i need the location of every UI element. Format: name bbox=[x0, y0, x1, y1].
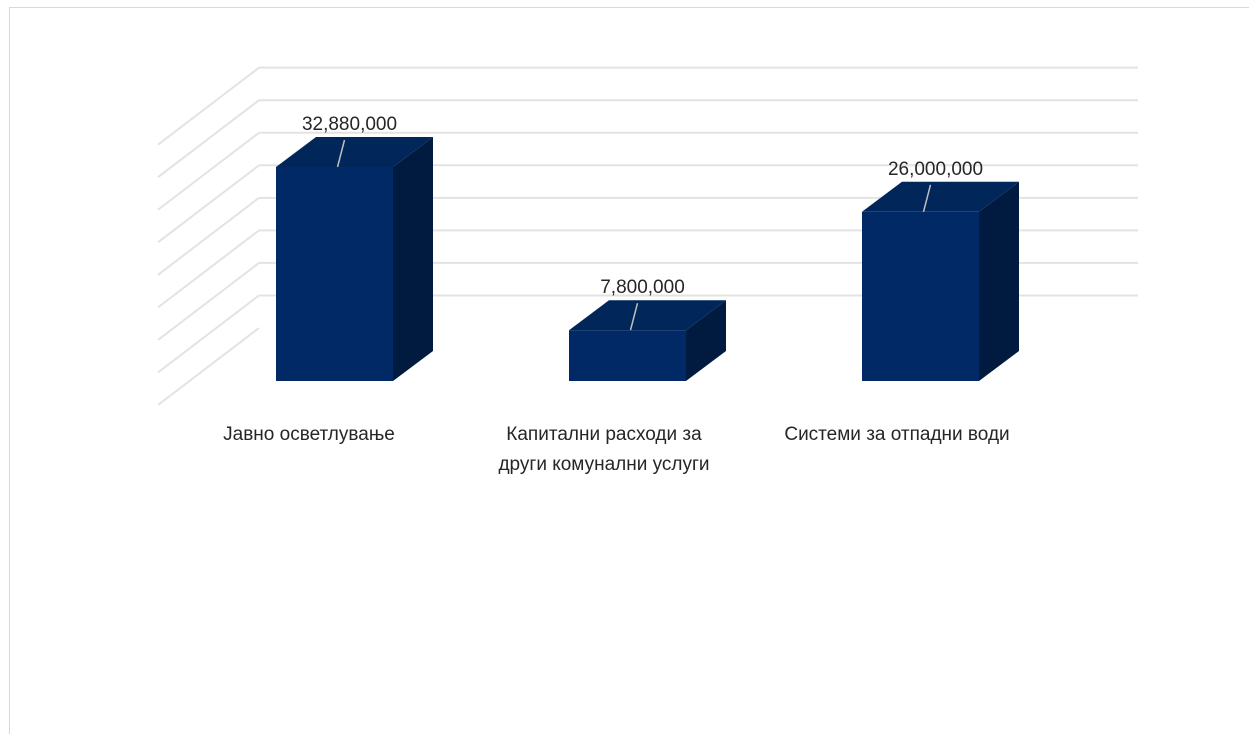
bar-front bbox=[276, 167, 393, 381]
gridline-side bbox=[157, 262, 260, 341]
bar-front bbox=[862, 211, 979, 381]
bar-side bbox=[686, 300, 726, 381]
gridline-side bbox=[157, 99, 260, 178]
category-label: Капитални расходи за други комунални услу… bbox=[474, 420, 734, 480]
data-label-leader bbox=[629, 303, 639, 331]
chart-area bbox=[9, 7, 1249, 734]
data-label: 26,000,000 bbox=[888, 159, 983, 180]
data-label: 32,880,000 bbox=[302, 114, 397, 135]
gridline-side bbox=[157, 164, 260, 244]
data-label: 7,800,000 bbox=[600, 277, 685, 298]
bar-top bbox=[862, 181, 1019, 212]
gridline-side bbox=[157, 229, 260, 309]
category-label: Јавно осветлување bbox=[179, 420, 439, 450]
data-label-leader bbox=[336, 139, 346, 168]
category-label-line: Капитални расходи за bbox=[506, 424, 702, 445]
category-label-line: Системи за отпадни води bbox=[784, 424, 1010, 445]
bar-2 bbox=[569, 300, 726, 381]
data-labels: 32,880,000 7,800,000 26,000,000 bbox=[302, 114, 983, 331]
gridline-side bbox=[157, 131, 260, 211]
gridline-side bbox=[157, 294, 260, 374]
data-label-leader bbox=[922, 184, 932, 212]
bars bbox=[276, 137, 1019, 381]
bar-side bbox=[393, 137, 433, 381]
gridline-side bbox=[157, 197, 260, 276]
bar-1 bbox=[276, 137, 433, 381]
category-label-line: Јавно осветлување bbox=[223, 424, 395, 445]
gridline-side bbox=[157, 66, 260, 146]
bar-top bbox=[276, 137, 433, 167]
bar-3 bbox=[862, 181, 1019, 381]
gridline-side bbox=[157, 327, 260, 406]
bar-front bbox=[569, 330, 686, 381]
bar-side bbox=[979, 181, 1019, 381]
category-label-line: други комунални услуги bbox=[498, 454, 710, 475]
category-label: Системи за отпадни води bbox=[767, 420, 1027, 450]
bar-top bbox=[569, 300, 726, 331]
